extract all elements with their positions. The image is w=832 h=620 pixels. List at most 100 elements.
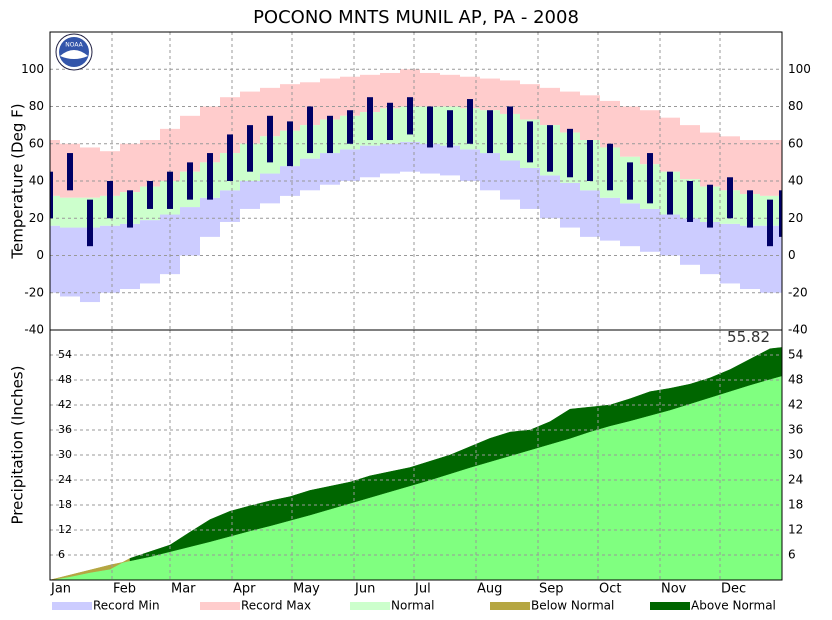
record-min-bar bbox=[260, 173, 280, 204]
record-max-bar bbox=[760, 140, 776, 196]
y-tick-label: -20 bbox=[24, 285, 44, 299]
y-tick-label: 100 bbox=[21, 62, 44, 76]
record-max-bar bbox=[700, 132, 720, 187]
record-min-bar bbox=[60, 227, 80, 297]
x-tick-label: Dec bbox=[721, 582, 746, 597]
legend-label: Below Normal bbox=[531, 599, 614, 613]
record-max-bar bbox=[200, 106, 220, 163]
record-min-bar bbox=[440, 145, 460, 176]
record-max-bar bbox=[420, 72, 440, 107]
record-min-bar bbox=[580, 190, 600, 237]
chart-title: POCONO MNTS MUNIL AP, PA - 2008 bbox=[253, 7, 579, 28]
record-min-bar bbox=[50, 225, 60, 293]
x-tick-label: Mar bbox=[171, 582, 196, 597]
record-max-bar bbox=[120, 143, 140, 193]
y-tick-label: 24 bbox=[58, 473, 72, 486]
observed-bar bbox=[107, 181, 113, 219]
plot-frame bbox=[49, 329, 783, 581]
normal-bar bbox=[60, 197, 80, 228]
record-min-bar bbox=[220, 190, 240, 222]
observed-bar bbox=[447, 110, 453, 148]
y-tick-label: 0 bbox=[36, 248, 44, 262]
record-max-bar bbox=[300, 82, 320, 126]
observed-bar bbox=[667, 171, 673, 215]
legend-label: Normal bbox=[391, 599, 434, 613]
record-min-bar bbox=[500, 160, 520, 200]
y-tick-label-right: 100 bbox=[788, 62, 811, 76]
record-min-bar bbox=[100, 225, 120, 293]
record-min-bar bbox=[480, 153, 500, 191]
x-tick-label: Sep bbox=[539, 582, 564, 597]
y-tick-label: 30 bbox=[58, 448, 72, 461]
observed-bar bbox=[567, 128, 573, 178]
observed-bar bbox=[647, 153, 653, 204]
y-tick-label-right: 12 bbox=[788, 523, 803, 537]
y-tick-label-right: 36 bbox=[788, 423, 803, 437]
y-tick-label-right: 42 bbox=[788, 398, 803, 412]
record-min-bar bbox=[380, 143, 400, 174]
observed-bar bbox=[507, 106, 513, 154]
record-max-bar bbox=[520, 84, 540, 120]
record-max-bar bbox=[776, 140, 782, 196]
record-min-bar bbox=[140, 220, 160, 284]
x-tick-label: Jun bbox=[354, 582, 375, 597]
y-axis-label: Temperature (Deg F) bbox=[9, 103, 27, 259]
y-tick-label-right: -40 bbox=[788, 323, 808, 337]
legend-label: Above Normal bbox=[691, 599, 776, 613]
record-min-bar bbox=[620, 203, 640, 247]
x-tick-label: Jul bbox=[414, 582, 431, 597]
y-tick-label-right: 6 bbox=[788, 548, 796, 562]
legend-swatch bbox=[650, 602, 690, 610]
x-tick-label: Jan bbox=[50, 582, 71, 597]
record-max-bar bbox=[680, 125, 700, 180]
record-max-bar bbox=[80, 147, 100, 198]
observed-bar bbox=[767, 199, 773, 247]
y-tick-label: 40 bbox=[29, 174, 44, 188]
observed-bar bbox=[707, 184, 713, 228]
record-min-bar bbox=[420, 143, 440, 174]
record-min-bar bbox=[776, 225, 782, 293]
observed-bar bbox=[50, 171, 53, 219]
y-tick-label-right: 30 bbox=[788, 448, 803, 462]
record-max-bar bbox=[500, 80, 520, 114]
observed-bar bbox=[607, 143, 613, 191]
x-tick-label: Apr bbox=[233, 582, 256, 597]
y-tick-label: 60 bbox=[29, 136, 44, 150]
record-max-bar bbox=[100, 151, 120, 196]
y-tick-label-right: 0 bbox=[788, 248, 796, 262]
legend-swatch bbox=[200, 602, 240, 610]
legend-swatch bbox=[52, 602, 92, 610]
departure-area bbox=[769, 347, 783, 380]
legend-label: Record Min bbox=[93, 599, 160, 613]
observed-bar bbox=[187, 162, 193, 200]
record-min-bar bbox=[120, 223, 140, 290]
observed-bar bbox=[727, 177, 733, 219]
record-min-bar bbox=[660, 214, 680, 256]
record-max-bar bbox=[640, 110, 660, 165]
y-tick-label-right: 60 bbox=[788, 136, 803, 150]
record-min-bar bbox=[700, 221, 720, 275]
logo-text: NOAA bbox=[65, 42, 83, 49]
record-min-bar bbox=[540, 175, 560, 219]
observed-bar bbox=[287, 121, 293, 167]
observed-bar bbox=[487, 110, 493, 154]
observed-bar bbox=[347, 110, 353, 144]
y-tick-label: 42 bbox=[58, 398, 72, 411]
observed-bar bbox=[367, 97, 373, 141]
y-tick-label-right: 48 bbox=[788, 373, 803, 387]
x-tick-label: May bbox=[293, 582, 320, 597]
y-tick-label: 6 bbox=[58, 548, 65, 561]
y-tick-label-right: 40 bbox=[788, 174, 803, 188]
total-annotation: 55.82 bbox=[727, 328, 770, 346]
y-tick-label-right: 80 bbox=[788, 99, 803, 113]
record-max-bar bbox=[360, 74, 380, 113]
record-min-bar bbox=[680, 218, 700, 265]
observed-bar bbox=[127, 190, 133, 228]
observed-bar bbox=[527, 121, 533, 163]
y-tick-label: 36 bbox=[58, 423, 72, 436]
y-tick-label-right: -20 bbox=[788, 285, 808, 299]
normal-area bbox=[50, 375, 782, 580]
plot-layer: -40 -40 -20 -20 0 0 20 20 40 40 60 60 80 80 100 100 Temp… bbox=[9, 31, 811, 613]
record-min-bar bbox=[720, 223, 740, 284]
